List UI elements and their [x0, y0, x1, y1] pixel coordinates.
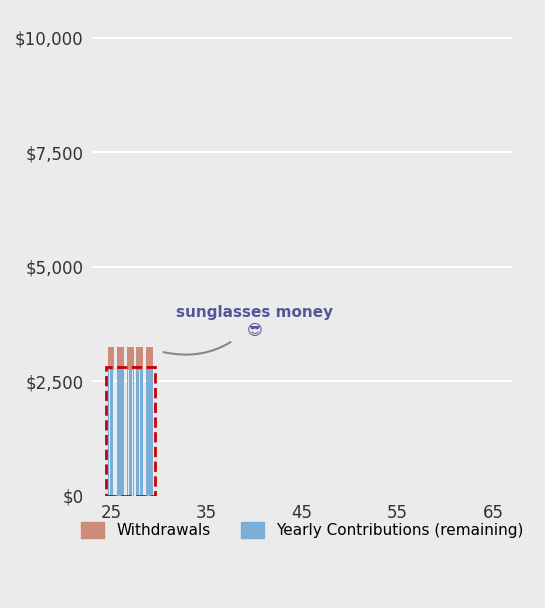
Bar	[127, 370, 134, 496]
Bar	[117, 347, 124, 496]
Bar	[117, 370, 124, 496]
Bar	[146, 370, 153, 496]
Bar	[146, 347, 153, 496]
Bar	[108, 347, 114, 496]
Bar	[136, 347, 143, 496]
Text: sunglasses money
😎: sunglasses money 😎	[164, 305, 333, 354]
Legend: Withdrawals, Yearly Contributions (remaining): Withdrawals, Yearly Contributions (remai…	[73, 514, 531, 546]
Bar	[136, 370, 143, 496]
Bar	[108, 370, 114, 496]
Bar	[127, 347, 134, 496]
Bar	[106, 367, 155, 496]
